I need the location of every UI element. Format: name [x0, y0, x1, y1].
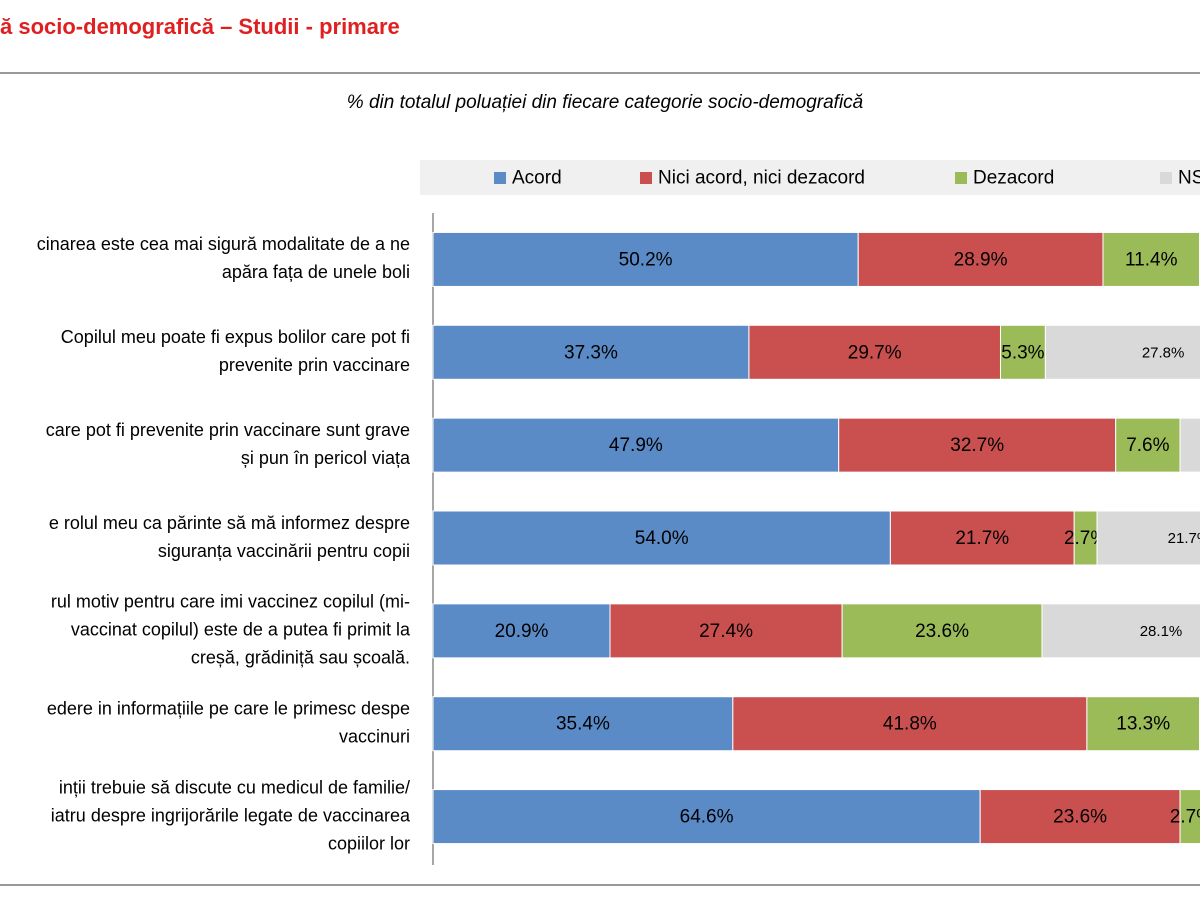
chart-subtitle: % din totalul poluației din fiecare cate…: [347, 92, 863, 113]
value-label: 27.4%: [699, 621, 753, 642]
bar-segment: [432, 789, 981, 845]
value-label: 50.2%: [619, 249, 673, 270]
bar-segment: [841, 603, 1043, 659]
category-label: inții trebuie să discute cu medicul de f…: [59, 777, 410, 797]
bar-segment: [979, 789, 1181, 845]
legend-label: Acord: [512, 168, 562, 189]
value-label: 41.8%: [883, 714, 937, 735]
value-label: 23.6%: [1053, 807, 1107, 828]
legend-label: Dezacord: [973, 168, 1054, 189]
chart-title: ă socio-demografică – Studii - primare: [0, 14, 400, 39]
category-label: copiilor lor: [328, 833, 410, 853]
value-label: 28.9%: [954, 249, 1008, 270]
category-label: prevenite prin vaccinare: [219, 355, 410, 375]
bar-segment: [1179, 789, 1200, 845]
value-label: 29.7%: [848, 342, 902, 363]
value-label: 20.9%: [495, 621, 549, 642]
category-label: iatru despre ingrijorările legate de vac…: [51, 805, 411, 825]
value-label: 37.3%: [564, 342, 618, 363]
category-label: rul motiv pentru care imi vaccinez copil…: [51, 592, 410, 612]
bar-segment: [432, 417, 840, 473]
category-label: care pot fi prevenite prin vaccinare sun…: [46, 420, 410, 440]
legend-swatch: [955, 172, 967, 184]
bar-segment: [432, 603, 611, 659]
bar-segment: [432, 510, 891, 566]
category-label: și pun în pericol viața: [241, 448, 411, 468]
bar-segment: [1086, 696, 1200, 752]
bar-segment: [838, 417, 1117, 473]
bar-segment: [1041, 603, 1200, 659]
value-label: 2.7%: [1064, 528, 1107, 549]
value-label: 11.4%: [1125, 249, 1178, 270]
category-label: creșă, grădiniță sau școală.: [191, 648, 410, 668]
bar-segment: [1044, 324, 1200, 380]
category-label: cinarea este cea mai sigură modalitate d…: [37, 234, 410, 254]
value-label: 13.3%: [1116, 714, 1170, 735]
bar-segment: [748, 324, 1001, 380]
bar-segment: [1096, 510, 1200, 566]
category-label: e rolul meu ca părinte să mă informez de…: [49, 513, 410, 533]
bar-segment: [999, 324, 1046, 380]
value-label: 35.4%: [556, 714, 610, 735]
value-label: 23.6%: [915, 621, 969, 642]
legend-background: [420, 160, 1200, 195]
value-label: 5.3%: [1001, 342, 1044, 363]
bar-segment: [1179, 417, 1200, 473]
value-label: 64.6%: [680, 807, 734, 828]
value-label: 21.7%: [955, 528, 1009, 549]
legend-label: NS/NR: [1178, 168, 1200, 189]
value-label: 54.0%: [635, 528, 689, 549]
legend-swatch: [1160, 172, 1172, 184]
value-label: 47.9%: [609, 435, 663, 456]
bar-segment: [889, 510, 1075, 566]
value-label: 21.7%: [1168, 530, 1200, 547]
legend-label: Nici acord, nici dezacord: [658, 168, 865, 189]
legend-swatch: [494, 172, 506, 184]
category-label: siguranța vaccinării pentru copii: [158, 541, 410, 561]
category-label: vaccinat copilul) este de a putea fi pri…: [71, 620, 411, 640]
category-label: apăra fața de unele boli: [222, 262, 410, 282]
value-label: 7.6%: [1126, 435, 1169, 456]
value-label: 28.1%: [1140, 623, 1183, 640]
legend-swatch: [640, 172, 652, 184]
bar-segment: [432, 324, 750, 380]
category-label: edere in informațiile pe care le primesc…: [47, 698, 410, 718]
bar-segment: [432, 231, 859, 287]
value-label: 32.7%: [950, 435, 1004, 456]
category-label: vaccinuri: [339, 726, 410, 746]
category-label: Copilul meu poate fi expus bolilor care …: [61, 327, 410, 347]
bar-segment: [1115, 417, 1181, 473]
value-label: 27.8%: [1142, 344, 1185, 361]
bar-segment: [609, 603, 843, 659]
value-label: 2.7%: [1170, 807, 1200, 828]
